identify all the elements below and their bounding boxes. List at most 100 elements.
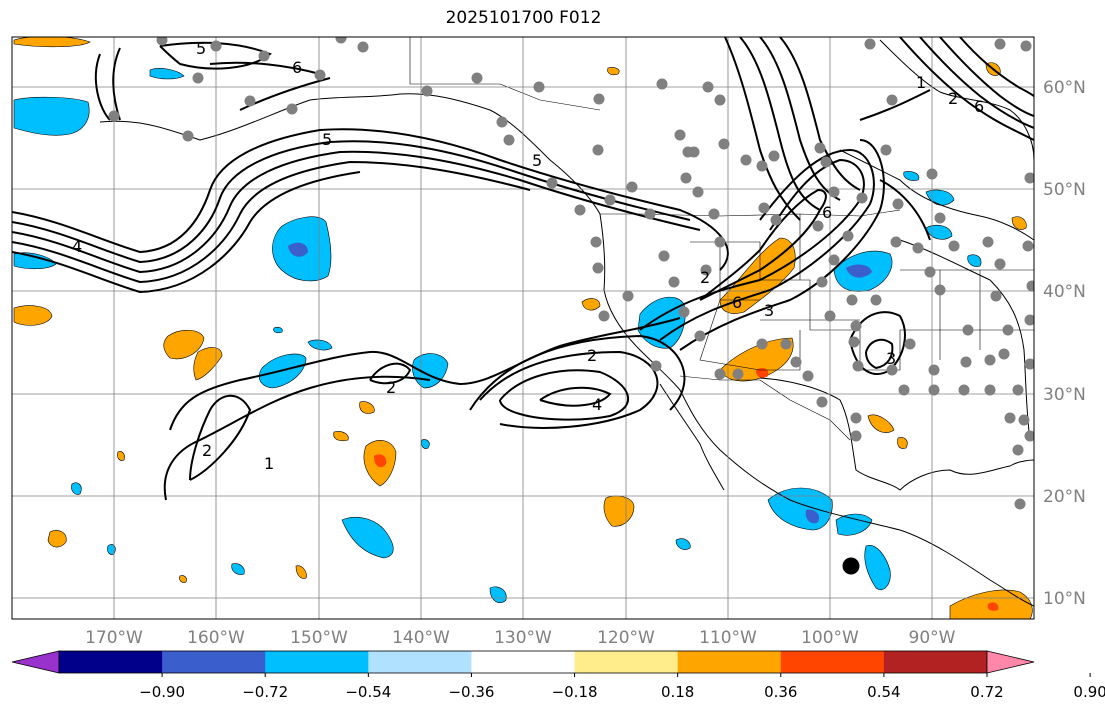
colorbar-tick-label: 0.90 <box>1073 683 1105 701</box>
colorbar-tick-label: −0.54 <box>345 683 391 701</box>
lon-label: 130°W <box>494 628 552 648</box>
colorbar-segment <box>780 651 885 673</box>
negative-area <box>846 264 872 278</box>
contour-label: 5 <box>196 39 206 58</box>
lon-label: 120°W <box>597 628 655 648</box>
negative-area <box>421 439 430 449</box>
positive-area <box>193 347 223 381</box>
colorbar-segment <box>471 651 576 673</box>
longitude-labels: 170°W 160°W 150°W 140°W 130°W 120°W 110°… <box>85 628 956 648</box>
positive-area <box>374 454 387 468</box>
colorbar-tick-label: −0.36 <box>448 683 494 701</box>
negative-area <box>864 545 891 590</box>
colorbar: −0.90 −0.72 −0.54 −0.36 −0.18 0.18 0.36 0.54 0.7… <box>11 650 1105 701</box>
colorbar-tick-label: −0.90 <box>139 683 185 701</box>
negative-area <box>13 96 90 136</box>
contour-labels: 5 6 5 4 2 2 1 2 4 3 6 2 5 6 3 1 2 6 <box>72 39 984 473</box>
positive-area <box>756 368 769 378</box>
contour-label: 2 <box>948 89 958 108</box>
positive-area <box>719 237 796 314</box>
latitude-labels: 60°N 50°N 40°N 30°N 20°N 10°N <box>1043 78 1086 609</box>
negative-area <box>835 513 873 536</box>
positive-area <box>1011 216 1027 230</box>
negative-area <box>967 254 982 267</box>
contour-label: 6 <box>292 58 302 77</box>
colorbar-segment <box>162 651 266 673</box>
negative-area <box>903 171 920 181</box>
positive-area <box>987 602 999 611</box>
colorbar-segment <box>883 651 988 673</box>
colorbar-segment <box>677 651 782 673</box>
lat-label: 40°N <box>1043 282 1086 302</box>
positive-area <box>867 414 895 433</box>
negative-area <box>341 517 394 559</box>
positive-area <box>581 298 601 311</box>
contour-label: 2 <box>700 268 710 287</box>
contour-label: 4 <box>592 395 602 414</box>
negative-area <box>13 252 57 270</box>
anomaly-shading <box>13 37 1033 619</box>
contour-label: 1 <box>264 454 274 473</box>
positive-area <box>333 431 349 442</box>
contour-label: 1 <box>916 73 926 92</box>
positive-area <box>603 495 635 527</box>
positive-area <box>179 575 187 583</box>
negative-area <box>71 482 82 495</box>
contour-label: 6 <box>822 203 832 222</box>
colorbar-tick-label: −0.18 <box>552 683 598 701</box>
lon-label: 150°W <box>290 628 348 648</box>
station-markers <box>108 37 1034 510</box>
positive-area <box>295 565 307 579</box>
colorbar-max-extension <box>986 650 1035 674</box>
contour-label: 5 <box>532 151 542 170</box>
negative-area <box>307 339 333 351</box>
contour-label: 3 <box>764 301 774 320</box>
positive-area <box>13 37 91 48</box>
lat-label: 60°N <box>1043 78 1086 98</box>
colorbar-segment <box>265 651 369 673</box>
positive-area <box>163 329 205 360</box>
contours <box>12 37 1034 501</box>
negative-area <box>273 326 283 334</box>
map-frame <box>11 36 1035 620</box>
negative-area <box>805 509 820 524</box>
contour-label: 6 <box>974 97 984 116</box>
lon-label: 90°W <box>909 628 956 648</box>
contour-label: 2 <box>202 441 212 460</box>
feature-marker <box>842 557 860 575</box>
lon-label: 160°W <box>187 628 245 648</box>
colorbar-segment <box>574 651 679 673</box>
negative-area <box>231 563 245 575</box>
contour-label: 4 <box>72 237 82 256</box>
contour-label: 2 <box>386 378 396 397</box>
negative-area <box>489 586 507 603</box>
lon-label: 170°W <box>85 628 143 648</box>
lat-label: 20°N <box>1043 487 1086 507</box>
lat-label: 10°N <box>1043 589 1086 609</box>
colorbar-segment <box>368 651 472 673</box>
colorbar-tick-label: 0.36 <box>764 683 797 701</box>
lon-label: 140°W <box>392 628 450 648</box>
positive-area <box>47 530 67 548</box>
positive-area <box>359 401 375 414</box>
lon-label: 100°W <box>801 628 859 648</box>
positive-area <box>897 437 908 449</box>
contour-label: 3 <box>886 349 896 368</box>
colorbar-segment <box>59 651 163 673</box>
positive-area <box>117 451 125 461</box>
colorbar-min-extension <box>11 650 60 674</box>
negative-area <box>149 68 185 80</box>
lat-label: 50°N <box>1043 180 1086 200</box>
positive-area <box>13 305 53 326</box>
contour-label: 5 <box>322 130 332 149</box>
colorbar-tick-label: 0.18 <box>661 683 694 701</box>
negative-area <box>675 538 691 550</box>
contour-label: 6 <box>732 293 742 312</box>
lat-label: 30°N <box>1043 385 1086 405</box>
colorbar-tick-label: 0.72 <box>970 683 1003 701</box>
contour-label: 2 <box>587 346 597 365</box>
map-title: 2025101700 F012 <box>445 8 602 28</box>
lon-label: 110°W <box>699 628 757 648</box>
colorbar-tick-label: 0.54 <box>867 683 900 701</box>
